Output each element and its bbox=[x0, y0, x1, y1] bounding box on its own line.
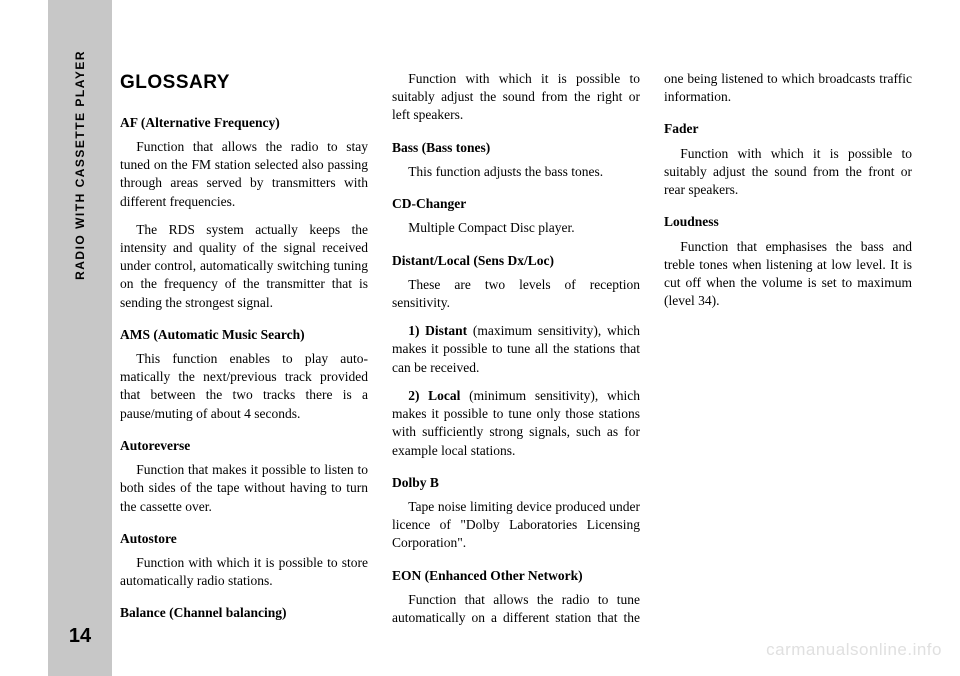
glossary-definition: Tape noise limiting device produced unde… bbox=[392, 498, 640, 553]
glossary-content: GLOSSARY AF (Alternative Frequency) Funct… bbox=[120, 70, 912, 646]
glossary-term: EON (Enhanced Other Network) bbox=[392, 567, 640, 585]
glossary-definition: 2) Local (minimum sensitivity), which ma… bbox=[392, 387, 640, 460]
sidebar: RADIO WITH CASSETTE PLAYER 14 bbox=[48, 0, 112, 676]
glossary-definition: The RDS system actually keeps the intens… bbox=[120, 221, 368, 312]
glossary-definition: Multiple Compact Disc player. bbox=[392, 219, 640, 237]
glossary-term: AMS (Automatic Music Search) bbox=[120, 326, 368, 344]
page-title: GLOSSARY bbox=[120, 70, 368, 96]
glossary-term: Autoreverse bbox=[120, 437, 368, 455]
sidebar-label: RADIO WITH CASSETTE PLAYER bbox=[73, 50, 87, 280]
glossary-definition: Function with which it is possible to su… bbox=[392, 70, 640, 125]
glossary-definition: Function with which it is possible to su… bbox=[664, 145, 912, 200]
glossary-definition: This function adjusts the bass tones. bbox=[392, 163, 640, 181]
glossary-definition: 1) Distant (maximum sensitivity), which … bbox=[392, 322, 640, 377]
watermark: carmanualsonline.info bbox=[766, 640, 942, 660]
glossary-term: Balance (Channel balancing) bbox=[120, 604, 368, 622]
glossary-term: Dolby B bbox=[392, 474, 640, 492]
glossary-definition: Function with which it is possible to st… bbox=[120, 554, 368, 590]
glossary-term: AF (Alternative Frequency) bbox=[120, 114, 368, 132]
glossary-term: Bass (Bass tones) bbox=[392, 139, 640, 157]
glossary-definition: These are two levels of reception sensit… bbox=[392, 276, 640, 312]
glossary-term: Loudness bbox=[664, 213, 912, 231]
glossary-definition: Function that allows the radio to stay t… bbox=[120, 138, 368, 211]
glossary-definition: This function enables to play auto­matic… bbox=[120, 350, 368, 423]
glossary-term: CD-Changer bbox=[392, 195, 640, 213]
glossary-entries: AF (Alternative Frequency) Function that … bbox=[120, 70, 912, 646]
glossary-term: Distant/Local (Sens Dx/Loc) bbox=[392, 252, 640, 270]
glossary-term: Fader bbox=[664, 120, 912, 138]
glossary-definition: Function that emphasises the bass and tr… bbox=[664, 238, 912, 311]
glossary-term: Autostore bbox=[120, 530, 368, 548]
page-number: 14 bbox=[69, 625, 91, 648]
glossary-definition: Function that makes it possible to liste… bbox=[120, 461, 368, 516]
